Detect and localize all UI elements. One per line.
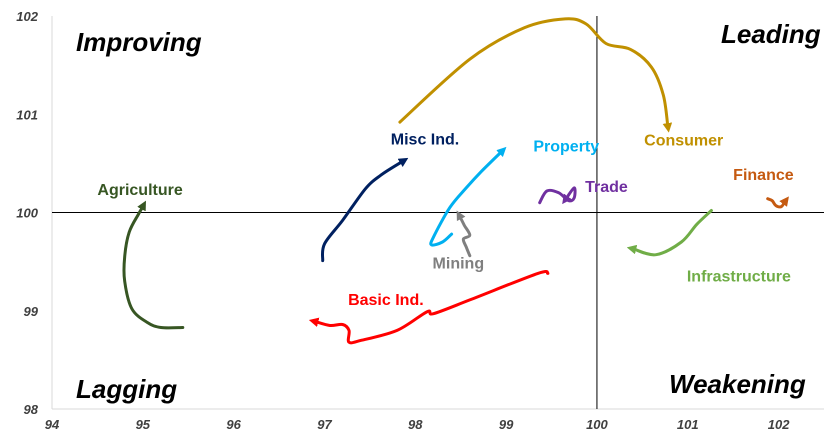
quadrant-label-leading: Leading xyxy=(721,19,821,49)
y-tick-label: 102 xyxy=(16,9,38,24)
series-line-mining xyxy=(456,210,472,258)
x-tick-label: 96 xyxy=(226,417,241,432)
axes xyxy=(51,16,824,410)
x-tick-label: 98 xyxy=(408,417,423,432)
series-layer xyxy=(122,17,789,345)
x-tick-label: 102 xyxy=(768,417,790,432)
series-label-infrastructure: Infrastructure xyxy=(687,268,791,285)
x-tick-labels: 94 95 96 97 98 99 100 101 102 xyxy=(45,417,790,432)
series-line-infrastructure xyxy=(626,209,713,257)
x-tick-label: 95 xyxy=(136,417,151,432)
series-line-agriculture xyxy=(122,200,185,330)
y-tick-label: 98 xyxy=(24,402,39,417)
x-tick-label: 97 xyxy=(317,417,332,432)
x-tick-label: 101 xyxy=(677,417,699,432)
series-label-consumer: Consumer xyxy=(644,133,723,150)
y-tick-label: 99 xyxy=(24,304,39,319)
series-line-finance xyxy=(766,196,789,209)
y-tick-labels: 98 99 100 101 102 xyxy=(16,9,38,417)
y-tick-label: 101 xyxy=(16,107,38,122)
quadrant-label-lagging: Lagging xyxy=(76,374,177,404)
series-label-misc-ind: Misc Ind. xyxy=(391,132,459,149)
series-label-property: Property xyxy=(533,139,599,156)
series-line-property xyxy=(429,146,507,247)
series-line-trade xyxy=(538,186,577,205)
x-tick-label: 94 xyxy=(45,417,60,432)
x-tick-label: 100 xyxy=(586,417,608,432)
series-label-finance: Finance xyxy=(733,167,794,184)
series-label-mining: Mining xyxy=(433,256,485,273)
series-line-basic-ind xyxy=(308,269,550,345)
quadrant-label-weakening: Weakening xyxy=(669,369,806,399)
y-tick-label: 100 xyxy=(16,206,38,221)
x-tick-label: 99 xyxy=(499,417,514,432)
quadrant-label-improving: Improving xyxy=(76,27,202,57)
series-label-agriculture: Agriculture xyxy=(97,182,182,199)
series-label-basic-ind: Basic Ind. xyxy=(348,292,424,309)
series-label-trade: Trade xyxy=(585,179,628,196)
series-labels: Consumer Misc Ind. Property Agriculture Mini… xyxy=(97,132,793,309)
series-line-consumer xyxy=(398,17,673,133)
series-line-misc-ind xyxy=(320,157,409,263)
